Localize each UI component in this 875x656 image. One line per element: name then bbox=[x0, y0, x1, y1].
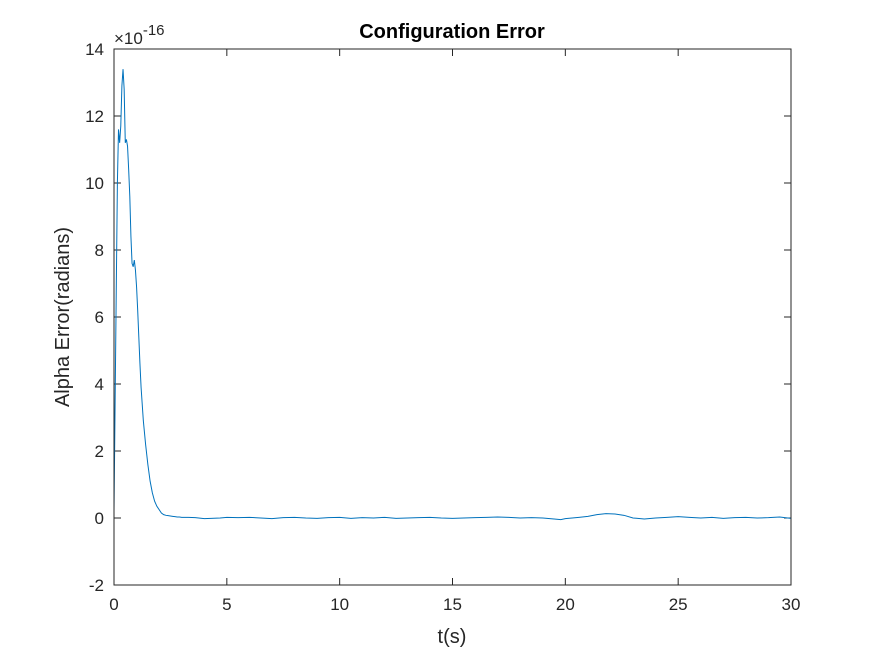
y-tick-label: 4 bbox=[95, 375, 104, 394]
plot-area bbox=[114, 49, 791, 585]
y-tick-label: 8 bbox=[95, 241, 104, 260]
tick-labels: 0 5 10 15 20 25 30 -2 0 2 4 6 8 10 12 14 bbox=[85, 40, 800, 614]
x-tick-label: 5 bbox=[222, 595, 231, 614]
axes-box bbox=[113, 48, 792, 586]
y-exponent-base: ×10 bbox=[114, 29, 143, 48]
y-tick-label: 0 bbox=[95, 509, 104, 528]
y-tick-label: 14 bbox=[85, 40, 104, 59]
x-axis-label: t(s) bbox=[438, 626, 467, 648]
x-tick-label: 25 bbox=[669, 595, 688, 614]
y-tick-label: 6 bbox=[95, 308, 104, 327]
y-exponent-power: -16 bbox=[143, 22, 165, 39]
y-exponent-label: ×10-16 bbox=[114, 22, 165, 48]
y-tick-label: 10 bbox=[85, 174, 104, 193]
chart-title: Configuration Error bbox=[359, 21, 545, 43]
x-tick-label: 15 bbox=[443, 595, 462, 614]
x-tick-label: 0 bbox=[109, 595, 118, 614]
y-tick-label: -2 bbox=[89, 576, 104, 595]
x-tick-label: 30 bbox=[782, 595, 801, 614]
x-tick-label: 20 bbox=[556, 595, 575, 614]
y-tick-label: 2 bbox=[95, 442, 104, 461]
y-tick-label: 12 bbox=[85, 107, 104, 126]
series-line bbox=[113, 69, 792, 521]
x-tick-label: 10 bbox=[330, 595, 349, 614]
y-axis-label: Alpha Error(radians) bbox=[52, 227, 74, 407]
